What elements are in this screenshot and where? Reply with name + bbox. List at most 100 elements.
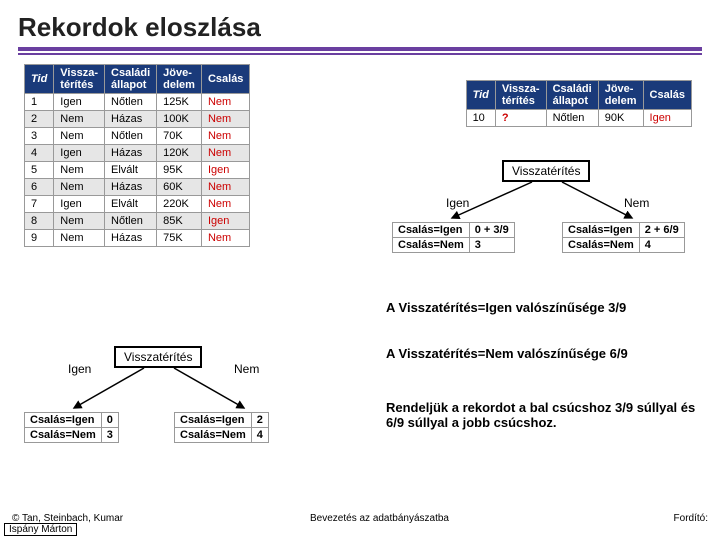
cell: Csalás=Igen <box>563 223 640 238</box>
cell: Házas <box>105 145 157 162</box>
col-jov: Jöve- delem <box>598 81 643 110</box>
col-vissza: Vissza- térítés <box>54 65 105 94</box>
cell: Nem <box>201 128 249 145</box>
cell: 1 <box>25 94 54 111</box>
tree-node: Visszatérítés <box>114 346 202 368</box>
col-jov: Jöve- delem <box>157 65 202 94</box>
leaf-table-right: Csalás=Igen2 + 6/9 Csalás=Nem4 <box>562 222 685 253</box>
tree-leaf-nem: Nem <box>234 362 259 376</box>
cell: 60K <box>157 179 202 196</box>
table-row: 5NemElvált95KIgen <box>25 162 250 179</box>
cell: Igen <box>201 162 249 179</box>
cell: 9 <box>25 230 54 247</box>
cell: Nem <box>54 179 105 196</box>
cell: Nem <box>201 94 249 111</box>
cell: 125K <box>157 94 202 111</box>
cell: 6 <box>25 179 54 196</box>
cell: 85K <box>157 213 202 230</box>
cell: Nőtlen <box>105 94 157 111</box>
cell: 4 <box>251 428 268 443</box>
table-row: 2NemHázas100KNem <box>25 111 250 128</box>
col-tid: Tid <box>466 81 495 110</box>
cell: 75K <box>157 230 202 247</box>
col-csalas: Csalás <box>643 81 691 110</box>
test-record-table: Tid Vissza- térítés Családi állapot Jöve… <box>466 80 692 127</box>
cell: Csalás=Nem <box>175 428 252 443</box>
credit-mid: Bevezetés az adatbányászatba <box>310 513 449 524</box>
cell: Igen <box>54 145 105 162</box>
cell: 8 <box>25 213 54 230</box>
cell: Csalás=Igen <box>175 413 252 428</box>
test-header-row: Tid Vissza- térítés Családi állapot Jöve… <box>466 81 691 110</box>
cell: 0 + 3/9 <box>469 223 514 238</box>
divider <box>18 47 702 55</box>
table-row: 1IgenNőtlen125KNem <box>25 94 250 111</box>
col-csalas: Csalás <box>201 65 249 94</box>
cell: Csalás=Nem <box>25 428 102 443</box>
cell: Nőtlen <box>546 110 598 127</box>
test-row: 10 ? Nőtlen 90K Igen <box>466 110 691 127</box>
tree-leaf-igen: Igen <box>68 362 91 376</box>
cell: Elvált <box>105 162 157 179</box>
cell: Igen <box>54 196 105 213</box>
slide: Rekordok eloszlása Tid Vissza- térítés C… <box>0 0 720 540</box>
cell: 4 <box>25 145 54 162</box>
cell: 2 + 6/9 <box>639 223 684 238</box>
cell: 2 <box>25 111 54 128</box>
table-row: 3NemNőtlen70KNem <box>25 128 250 145</box>
cell: 120K <box>157 145 202 162</box>
cell: Nem <box>201 230 249 247</box>
cell: 100K <box>157 111 202 128</box>
cell: Házas <box>105 111 157 128</box>
cell: Csalás=Nem <box>393 238 470 253</box>
cell: 90K <box>598 110 643 127</box>
tree-right: Visszatérítés Igen Nem Csalás=Igen0 + 3/… <box>392 160 692 252</box>
cell: 7 <box>25 196 54 213</box>
cell: 5 <box>25 162 54 179</box>
col-tid: Tid <box>25 65 54 94</box>
cell: 10 <box>466 110 495 127</box>
leaf-table-right: Csalás=Igen2 Csalás=Nem4 <box>174 412 269 443</box>
tree-node: Visszatérítés <box>502 160 590 182</box>
tree-leaf-igen: Igen <box>446 196 469 210</box>
col-csaladi: Családi állapot <box>546 81 598 110</box>
cell: Nem <box>54 230 105 247</box>
cell: Nem <box>201 179 249 196</box>
table-row: 9NemHázas75KNem <box>25 230 250 247</box>
cell: 220K <box>157 196 202 213</box>
tree-left: Visszatérítés Igen Nem Csalás=Igen0 Csal… <box>24 346 324 456</box>
training-table: Tid Vissza- térítés Családi állapot Jöve… <box>24 64 250 247</box>
cell: Igen <box>201 213 249 230</box>
main-data-table: Tid Vissza- térítés Családi állapot Jöve… <box>24 64 250 247</box>
cell: Nem <box>54 162 105 179</box>
cell: Nőtlen <box>105 128 157 145</box>
cell: 4 <box>639 238 684 253</box>
cell: Csalás=Igen <box>393 223 470 238</box>
cell: Igen <box>54 94 105 111</box>
table-row: 8NemNőtlen85KIgen <box>25 213 250 230</box>
cell: Nem <box>201 111 249 128</box>
cell-missing: ? <box>495 110 546 127</box>
cell: Elvált <box>105 196 157 213</box>
page-title: Rekordok eloszlása <box>18 12 702 43</box>
col-vissza: Vissza- térítés <box>495 81 546 110</box>
explain-3: Rendeljük a rekordot a bal csúcshoz 3/9 … <box>386 400 702 430</box>
cell: Nőtlen <box>105 213 157 230</box>
cell: Csalás=Nem <box>563 238 640 253</box>
cell: Nem <box>201 145 249 162</box>
cell: 95K <box>157 162 202 179</box>
explain-2: A Visszatérítés=Nem valószínűsége 6/9 <box>386 346 702 361</box>
test-table: Tid Vissza- térítés Családi állapot Jöve… <box>466 80 692 127</box>
cell: Nem <box>54 213 105 230</box>
cell: Házas <box>105 179 157 196</box>
table-row: 7IgenElvált220KNem <box>25 196 250 213</box>
credit-bottom-left: Ispány Márton <box>4 523 77 536</box>
credit-right: Fordító: <box>674 513 708 524</box>
table-header-row: Tid Vissza- térítés Családi állapot Jöve… <box>25 65 250 94</box>
cell: Igen <box>643 110 691 127</box>
cell: Csalás=Igen <box>25 413 102 428</box>
leaf-table-left: Csalás=Igen0 + 3/9 Csalás=Nem3 <box>392 222 515 253</box>
col-csaladi: Családi állapot <box>105 65 157 94</box>
table-row: 4IgenHázas120KNem <box>25 145 250 162</box>
explain-1: A Visszatérítés=Igen valószínűsége 3/9 <box>386 300 714 315</box>
